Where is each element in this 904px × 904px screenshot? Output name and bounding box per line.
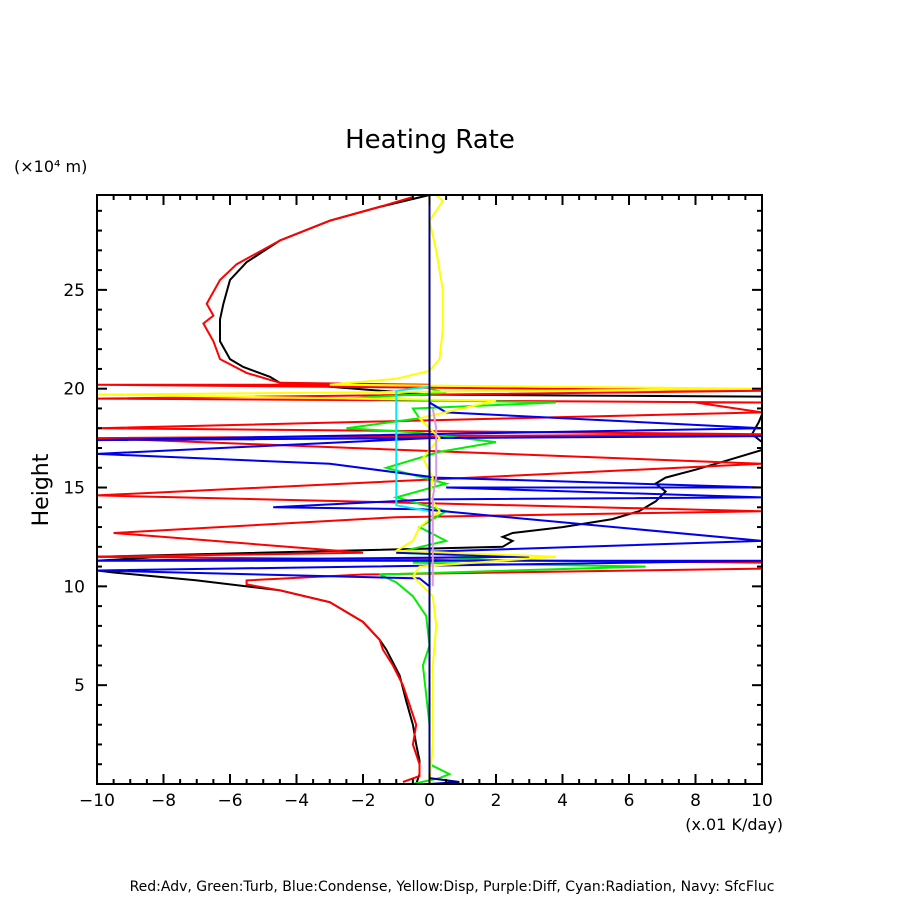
series-line-purple-diff — [431, 408, 438, 587]
y-unit-label: (×10⁴ m) — [14, 157, 87, 176]
series-line-cyan-radiation — [395, 385, 430, 513]
x-tick-label: −10 — [79, 791, 115, 811]
x-tick-label: 6 — [624, 791, 635, 811]
y-tick-label: 15 — [63, 479, 85, 499]
y-axis-label: Height — [29, 453, 54, 526]
series-layer — [96, 194, 763, 785]
y-tick-label: 25 — [63, 281, 85, 301]
axis-layer: −10 −8 −6 −4 −2 0 2 4 6 8 10 5 10 15 20 25 — [63, 194, 773, 811]
x-tick-label: 0 — [424, 791, 435, 811]
x-tick-label: −2 — [350, 791, 375, 811]
x-tick-label: −8 — [151, 791, 176, 811]
series-line-green-turb — [346, 387, 646, 785]
x-tick-label: −6 — [217, 791, 242, 811]
y-tick-label: 20 — [63, 380, 85, 400]
legend-text: Red:Adv, Green:Turb, Blue:Condense, Yell… — [130, 879, 775, 895]
x-tick-label: 8 — [690, 791, 701, 811]
x-tick-label: 2 — [491, 791, 502, 811]
x-tick-label: 10 — [751, 791, 773, 811]
x-unit-label: (x.01 K/day) — [685, 815, 783, 834]
x-tick-label: −4 — [284, 791, 309, 811]
series-line-yellow-disp — [96, 194, 763, 785]
y-tick-label: 5 — [74, 676, 85, 696]
chart-title: Heating Rate — [345, 125, 515, 155]
x-tick-label: 4 — [557, 791, 568, 811]
y-tick-label: 10 — [63, 577, 85, 597]
